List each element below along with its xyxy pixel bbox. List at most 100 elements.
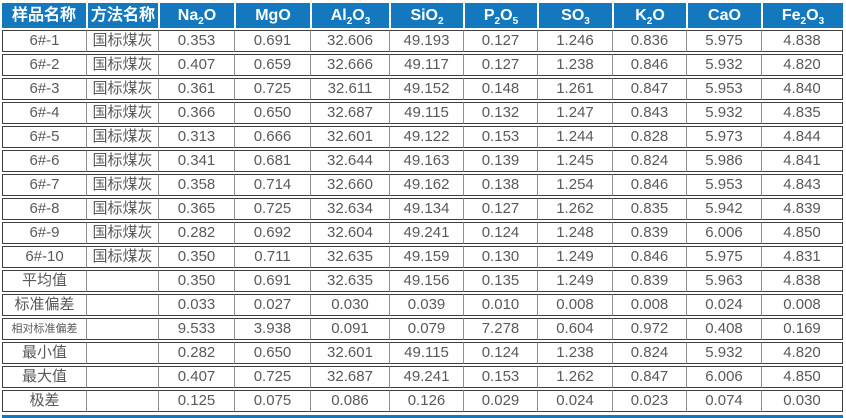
- value-cell: 32.611: [310, 78, 389, 100]
- value-cell: 0.407: [158, 54, 234, 76]
- value-cell: 0.353: [158, 30, 234, 52]
- value-cell: 4.831: [761, 246, 843, 268]
- value-cell: 4.843: [761, 174, 843, 196]
- value-cell: 32.635: [310, 270, 389, 292]
- value-cell: 5.973: [686, 126, 761, 148]
- header-cell-0: 样品名称: [2, 3, 86, 28]
- value-cell: 0.125: [158, 390, 234, 412]
- value-cell: 5.942: [686, 198, 761, 220]
- value-cell: 9.533: [158, 318, 234, 340]
- header-cell-9: CaO: [686, 3, 761, 28]
- value-cell: 3.938: [234, 318, 310, 340]
- value-cell: 5.953: [686, 78, 761, 100]
- value-cell: 49.117: [389, 54, 463, 76]
- value-cell: 32.687: [310, 102, 389, 124]
- table-row: 6#-1 国标煤灰 0.353 0.691 32.606 49.193 0.127 1.246…: [2, 30, 843, 52]
- method-name-cell: 国标煤灰: [86, 126, 158, 148]
- value-cell: 5.953: [686, 174, 761, 196]
- value-cell: 0.650: [234, 342, 310, 364]
- value-cell: 1.254: [537, 174, 612, 196]
- value-cell: 0.408: [686, 318, 761, 340]
- value-cell: 4.820: [761, 342, 843, 364]
- method-name-cell: 国标煤灰: [86, 198, 158, 220]
- method-name-cell: [86, 270, 158, 292]
- value-cell: 0.124: [463, 342, 537, 364]
- table-row: 6#-7 国标煤灰 0.358 0.714 32.660 49.162 0.138 1.254…: [2, 174, 843, 196]
- value-cell: 32.634: [310, 198, 389, 220]
- value-cell: 32.606: [310, 30, 389, 52]
- value-cell: 32.666: [310, 54, 389, 76]
- table-row: 6#-9 国标煤灰 0.282 0.692 32.604 49.241 0.124 1.248…: [2, 222, 843, 244]
- value-cell: 1.261: [537, 78, 612, 100]
- value-cell: 1.246: [537, 30, 612, 52]
- value-cell: 0.828: [612, 126, 686, 148]
- value-cell: 0.033: [158, 294, 234, 316]
- value-cell: 5.975: [686, 246, 761, 268]
- value-cell: 0.148: [463, 78, 537, 100]
- sample-name-cell: 相对标准偏差: [2, 318, 86, 340]
- value-cell: 6.006: [686, 222, 761, 244]
- value-cell: 0.692: [234, 222, 310, 244]
- header-cell-6: P2O5: [463, 3, 537, 28]
- method-name-cell: 国标煤灰: [86, 54, 158, 76]
- value-cell: 49.159: [389, 246, 463, 268]
- method-name-cell: [86, 342, 158, 364]
- value-cell: 49.115: [389, 342, 463, 364]
- value-cell: 0.350: [158, 270, 234, 292]
- sample-name-cell: 6#-5: [2, 126, 86, 148]
- method-name-cell: 国标煤灰: [86, 222, 158, 244]
- value-cell: 0.824: [612, 342, 686, 364]
- table-row: 6#-6 国标煤灰 0.341 0.681 32.644 49.163 0.139 1.245…: [2, 150, 843, 172]
- value-cell: 0.681: [234, 150, 310, 172]
- value-cell: 0.313: [158, 126, 234, 148]
- value-cell: 0.407: [158, 366, 234, 388]
- header-cell-1: 方法名称: [86, 3, 158, 28]
- value-cell: 0.039: [389, 294, 463, 316]
- value-cell: 0.091: [310, 318, 389, 340]
- method-name-cell: 国标煤灰: [86, 78, 158, 100]
- sample-name-cell: 平均值: [2, 270, 86, 292]
- value-cell: 4.850: [761, 366, 843, 388]
- method-name-cell: [86, 366, 158, 388]
- table-row: 平均值 0.350 0.691 32.635 49.156 0.135 1.249 0.839…: [2, 270, 843, 292]
- sample-name-cell: 6#-7: [2, 174, 86, 196]
- sample-name-cell: 最大值: [2, 366, 86, 388]
- value-cell: 0.691: [234, 270, 310, 292]
- table-row: 6#-2 国标煤灰 0.407 0.659 32.666 49.117 0.127 1.238…: [2, 54, 843, 76]
- value-cell: 49.152: [389, 78, 463, 100]
- method-name-cell: 国标煤灰: [86, 102, 158, 124]
- table-row: 6#-5 国标煤灰 0.313 0.666 32.601 49.122 0.153 1.244…: [2, 126, 843, 148]
- value-cell: 0.010: [463, 294, 537, 316]
- value-cell: 1.248: [537, 222, 612, 244]
- table-row: 最小值 0.282 0.650 32.601 49.115 0.124 1.238 0.824…: [2, 342, 843, 364]
- value-cell: 1.249: [537, 246, 612, 268]
- value-cell: 0.124: [463, 222, 537, 244]
- value-cell: 0.711: [234, 246, 310, 268]
- value-cell: 49.156: [389, 270, 463, 292]
- table-header: 样品名称 方法名称 Na2O MgO Al2O3 SiO2 P2O5 SO3 K2O CaO Fe2…: [2, 3, 843, 28]
- value-cell: 4.841: [761, 150, 843, 172]
- value-cell: 0.843: [612, 102, 686, 124]
- value-cell: 0.008: [761, 294, 843, 316]
- value-cell: 49.193: [389, 30, 463, 52]
- value-cell: 0.074: [686, 390, 761, 412]
- sample-name-cell: 最小值: [2, 342, 86, 364]
- value-cell: 7.278: [463, 318, 537, 340]
- value-cell: 0.023: [612, 390, 686, 412]
- value-cell: 32.601: [310, 126, 389, 148]
- value-cell: 0.350: [158, 246, 234, 268]
- value-cell: 4.820: [761, 54, 843, 76]
- value-cell: 0.972: [612, 318, 686, 340]
- value-cell: 0.836: [612, 30, 686, 52]
- value-cell: 6.006: [686, 366, 761, 388]
- value-cell: 32.687: [310, 366, 389, 388]
- value-cell: 0.139: [463, 150, 537, 172]
- value-cell: 0.846: [612, 54, 686, 76]
- method-name-cell: 国标煤灰: [86, 246, 158, 268]
- value-cell: 0.030: [310, 294, 389, 316]
- value-cell: 0.008: [612, 294, 686, 316]
- value-cell: 0.725: [234, 198, 310, 220]
- sample-name-cell: 6#-6: [2, 150, 86, 172]
- value-cell: 0.725: [234, 366, 310, 388]
